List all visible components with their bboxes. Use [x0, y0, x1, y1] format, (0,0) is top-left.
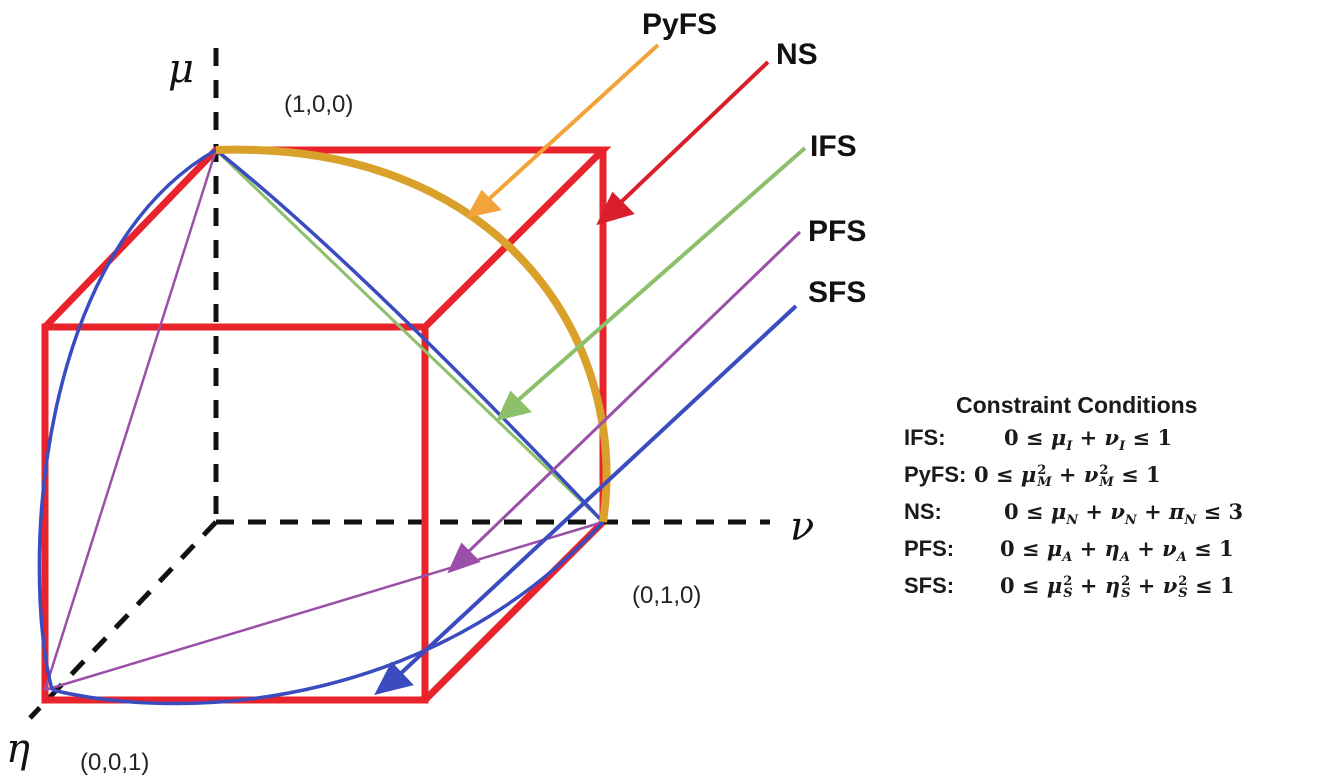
sfs-arrow	[396, 304, 798, 678]
cube-top-face	[42, 146, 612, 330]
constraint-label-ns: NS:	[904, 499, 942, 524]
coord-0-1-0: (0,1,0)	[632, 582, 701, 609]
constraint-label-pyfs: PyFS:	[904, 462, 967, 487]
sfs-surface	[37, 148, 605, 706]
constraint-row-ifs: IFS: 0 ≤ μI + νI ≤ 1	[904, 425, 1334, 462]
coord-1-0-0: (1,0,0)	[284, 91, 353, 118]
constraint-label-ifs: IFS:	[904, 425, 946, 450]
eta-axis-label: η	[6, 726, 30, 772]
pyfs-arrow	[486, 43, 660, 202]
constraint-formula-ifs: 0 ≤ μI + νI ≤ 1	[1004, 425, 1173, 455]
pfs-arrow	[463, 230, 802, 557]
ns-arrow	[616, 60, 770, 207]
constraint-formula-pfs: 0 ≤ μA + ηA + νA ≤ 1	[1000, 536, 1234, 566]
ifs-arrow	[514, 146, 807, 404]
constraint-formula-ns: 0 ≤ μN + νN + πN ≤ 3	[1004, 499, 1244, 529]
pyfs-arc	[215, 145, 611, 523]
ifs-diagonal	[214, 148, 605, 524]
eta-axis	[28, 520, 218, 720]
constraint-label-sfs: SFS:	[904, 573, 955, 598]
coord-0-0-1: (0,0,1)	[80, 749, 149, 776]
nu-axis-label: ν	[790, 504, 814, 550]
mu-axis-label: μ	[168, 46, 194, 92]
constraint-row-ns: NS: 0 ≤ μN + νN + πN ≤ 3	[904, 499, 1334, 536]
sfs-label: SFS	[808, 276, 866, 309]
constraint-conditions-title: Constraint Conditions	[956, 392, 1198, 418]
ifs-label: IFS	[810, 130, 857, 163]
constraint-conditions-panel: Constraint Conditions IFS: 0 ≤ μI + νI ≤…	[904, 392, 1334, 610]
pyfs-label: PyFS	[642, 8, 717, 41]
constraint-label-pfs: PFS:	[904, 536, 955, 561]
ns-label: NS	[776, 38, 818, 71]
constraint-row-pfs: PFS: 0 ≤ μA + ηA + νA ≤ 1	[904, 536, 1334, 573]
pointer-arrows	[374, 43, 807, 696]
pfs-label: PFS	[808, 215, 866, 248]
